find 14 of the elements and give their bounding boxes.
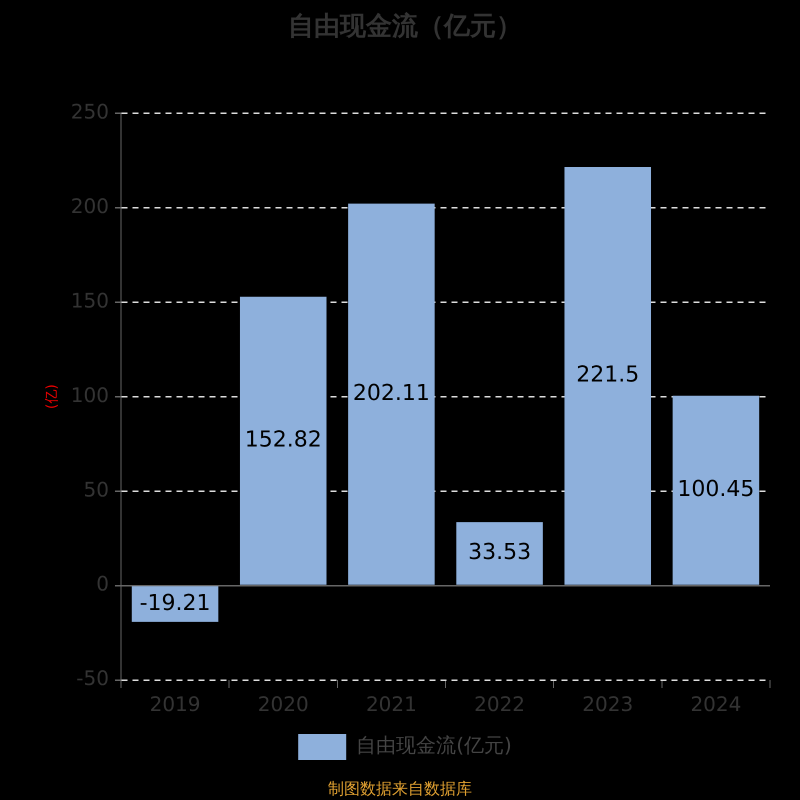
data-label: 202.11 bbox=[352, 380, 430, 406]
data-label: 33.53 bbox=[468, 540, 532, 566]
bar bbox=[348, 204, 435, 585]
bar bbox=[564, 167, 652, 585]
data-label: 152.82 bbox=[244, 428, 322, 453]
data-label: 221.5 bbox=[576, 362, 640, 388]
data-label: -19.21 bbox=[140, 590, 211, 616]
legend-label: 自由现金流(亿元) bbox=[356, 733, 512, 758]
bar bbox=[456, 522, 543, 585]
text: 制图数据来自数据库 bbox=[328, 779, 472, 798]
y-axis-title: (亿) bbox=[44, 384, 60, 410]
bar bbox=[240, 296, 326, 585]
data-label: 100.45 bbox=[677, 476, 754, 502]
bar bbox=[672, 396, 760, 585]
